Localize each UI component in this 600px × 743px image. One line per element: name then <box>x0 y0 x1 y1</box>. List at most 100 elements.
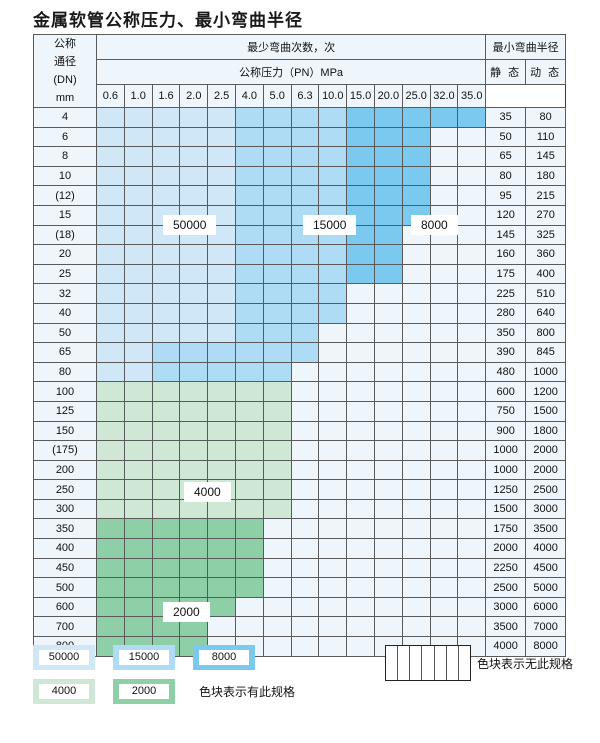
dn-value: 300 <box>33 498 97 520</box>
spec-cell-filled <box>179 146 209 167</box>
spec-cell-filled <box>207 400 236 422</box>
spec-cell-filled <box>179 185 209 206</box>
spec-cell-empty <box>373 381 403 402</box>
dn-header-line-3: (DN) <box>53 74 77 86</box>
legend-row-2: 4000 2000 色块表示有此规格 <box>33 679 573 704</box>
dynamic-radius-value: 215 <box>525 185 567 206</box>
pressure-column-header: 20.0 <box>373 84 403 108</box>
spec-cell-empty <box>318 381 348 402</box>
spec-cell-filled <box>151 126 181 148</box>
spec-cell-filled <box>234 577 264 598</box>
spec-cell-filled <box>207 126 236 148</box>
spec-cell-filled <box>401 107 431 128</box>
dynamic-radius-value: 7000 <box>525 616 567 638</box>
spec-cell-filled <box>179 244 209 265</box>
spec-cell-empty <box>429 538 459 559</box>
spec-cell-filled <box>318 126 348 148</box>
spec-cell-filled <box>373 204 403 226</box>
spec-cell-empty <box>207 616 236 638</box>
spec-cell-filled <box>234 204 264 226</box>
legend-swatch: 4000 <box>33 679 95 704</box>
spec-cell-filled <box>123 518 153 540</box>
static-radius-value: 175 <box>485 263 527 285</box>
spec-cell-empty <box>290 538 320 559</box>
spec-cell-empty <box>290 596 320 618</box>
dn-value: 10 <box>33 165 97 187</box>
spec-cell-filled <box>207 244 236 265</box>
pressure-header: 公称压力（PN）MPa <box>95 59 487 86</box>
spec-cell-filled <box>123 361 153 383</box>
spec-cell-empty <box>373 518 403 540</box>
dynamic-radius-value: 1500 <box>525 400 567 422</box>
spec-cell-empty <box>346 459 375 481</box>
dynamic-radius-value: 3500 <box>525 518 567 540</box>
spec-cell-empty <box>457 224 487 246</box>
spec-cell-empty <box>457 577 487 598</box>
table-row: 250 1250 2500 <box>33 479 567 500</box>
static-radius-value: 160 <box>485 244 527 265</box>
dynamic-radius-value: 2000 <box>525 459 567 481</box>
spec-cell-empty <box>457 263 487 285</box>
spec-cell-filled <box>179 107 209 128</box>
dn-value: 32 <box>33 283 97 304</box>
spec-cell-empty <box>373 283 403 304</box>
spec-cell-filled <box>290 244 320 265</box>
spec-cell-filled <box>318 107 348 128</box>
pressure-column-header: 32.0 <box>429 84 459 108</box>
table-row: 100 600 1200 <box>33 381 567 402</box>
spec-cell-empty <box>373 557 403 579</box>
spec-cell-empty <box>318 322 348 344</box>
spec-cell-filled <box>401 126 431 148</box>
spec-cell-empty <box>373 459 403 481</box>
spec-cell-filled <box>401 185 431 206</box>
spec-cell-filled <box>207 342 236 363</box>
dynamic-radius-value: 510 <box>525 283 567 304</box>
spec-cell-filled <box>96 165 125 187</box>
spec-cell-filled <box>234 538 264 559</box>
static-radius-value: 600 <box>485 381 527 402</box>
spec-cell-empty <box>457 557 487 579</box>
spec-cell-empty <box>457 616 487 638</box>
static-radius-value: 280 <box>485 302 527 324</box>
dynamic-radius-value: 5000 <box>525 577 567 598</box>
spec-cell-filled <box>96 224 125 246</box>
spec-cell-empty <box>318 420 348 442</box>
spec-cell-filled <box>151 459 181 481</box>
spec-cell-empty <box>457 185 487 206</box>
no-spec-stripe <box>459 646 470 680</box>
pressure-column-header: 6.3 <box>290 84 320 108</box>
spec-cell-filled <box>207 518 236 540</box>
zone-label: 4000 <box>184 482 231 502</box>
spec-cell-filled <box>207 381 236 402</box>
spec-cell-empty <box>346 283 375 304</box>
spec-cell-filled <box>401 165 431 187</box>
spec-cell-filled <box>262 107 292 128</box>
table-row: 200 1000 2000 <box>33 459 567 481</box>
dn-header-line-1: 公称 <box>54 38 76 50</box>
spec-cell-filled <box>234 224 264 246</box>
static-radius-value: 3500 <box>485 616 527 638</box>
legend-swatch: 2000 <box>113 679 175 704</box>
radius-dynamic-header: 动 态 <box>525 59 567 86</box>
spec-cell-empty <box>429 322 459 344</box>
dn-value: 50 <box>33 322 97 344</box>
spec-cell-filled <box>373 263 403 285</box>
spec-cell-empty <box>429 596 459 618</box>
spec-cell-filled <box>179 302 209 324</box>
spec-cell-filled <box>373 107 403 128</box>
zone-label: 50000 <box>163 215 217 235</box>
spec-cell-empty <box>373 440 403 461</box>
spec-cell-filled <box>179 577 209 598</box>
spec-cell-filled <box>151 361 181 383</box>
spec-cell-filled <box>123 459 153 481</box>
table-row: 350 1750 3500 <box>33 518 567 540</box>
spec-cell-filled <box>346 107 375 128</box>
spec-cell-filled <box>123 107 153 128</box>
page-title: 金属软管公称压力、最小弯曲半径 <box>33 11 303 30</box>
spec-cell-filled <box>151 557 181 579</box>
spec-cell-empty <box>457 518 487 540</box>
dn-value: 8 <box>33 146 97 167</box>
spec-cell-empty <box>373 596 403 618</box>
spec-cell-filled <box>123 596 153 618</box>
legend-swatch: 8000 <box>193 645 255 670</box>
